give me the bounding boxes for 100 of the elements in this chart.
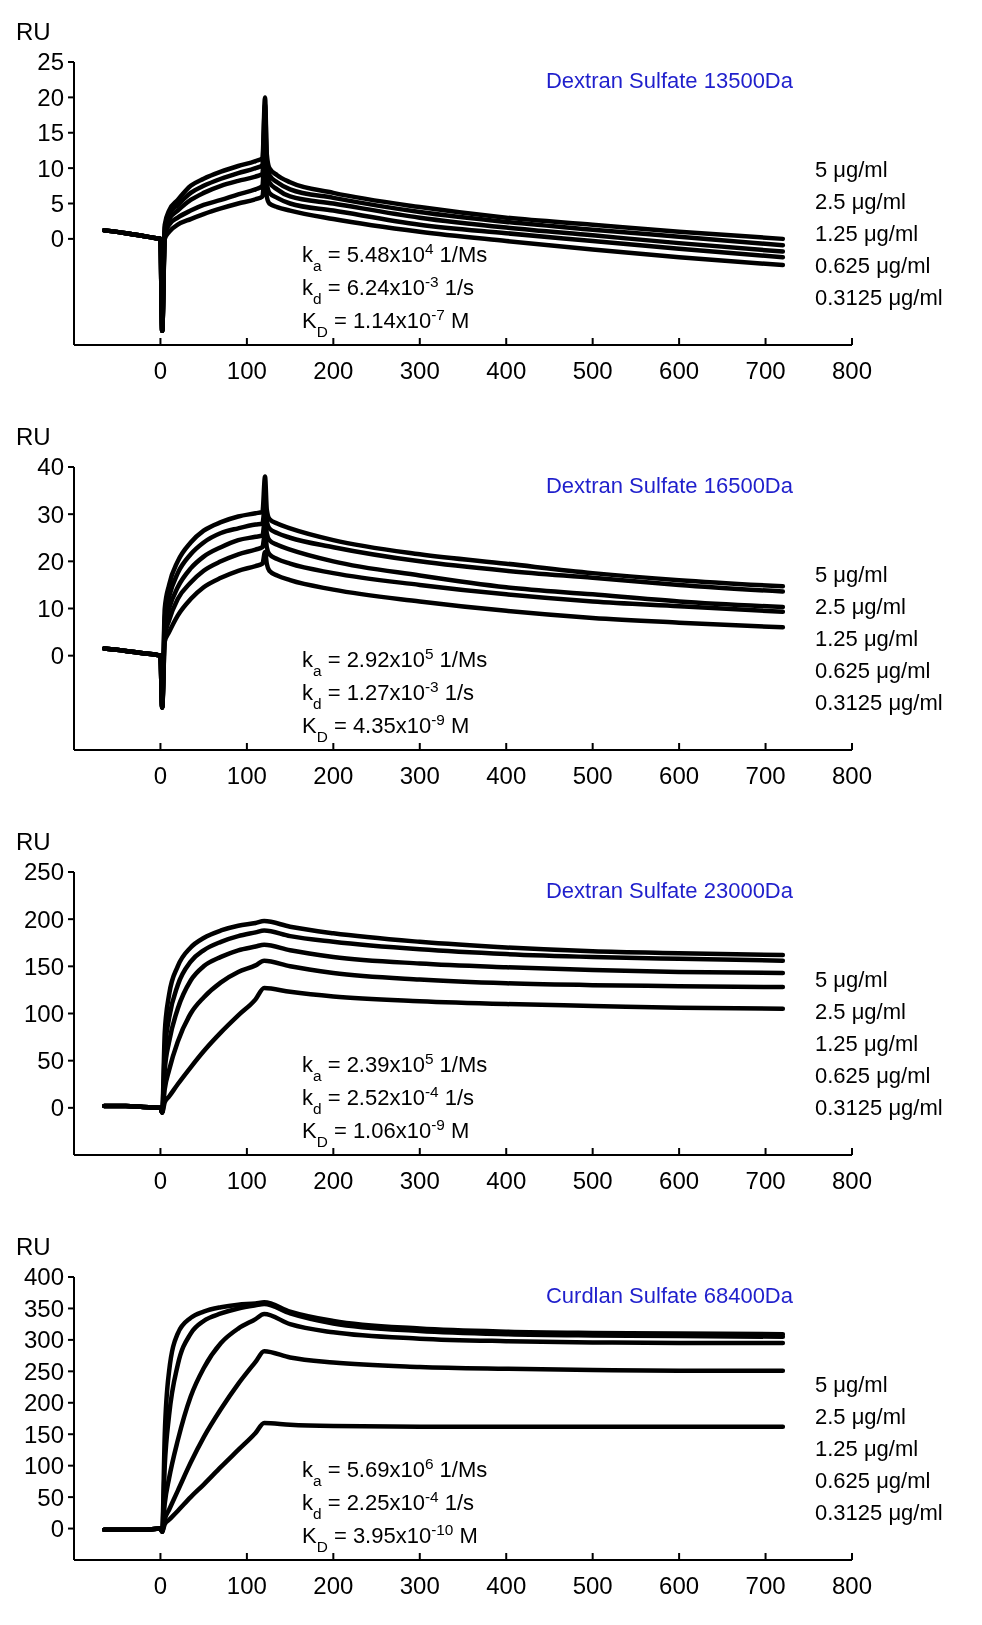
y-tick-label: 300 (23, 1326, 64, 1354)
y-tick-label: 0 (50, 642, 64, 670)
x-tick-label: 400 (486, 762, 527, 789)
text: 2.5 μg/ml (815, 189, 906, 214)
y-tick-label: 200 (23, 1389, 64, 1417)
y-tick-label: 350 (23, 1294, 64, 1322)
series-label: 0.3125 μg/ml (815, 285, 943, 310)
x-tick-label: 300 (399, 762, 440, 789)
y-tick-label: 5 (50, 189, 64, 217)
y-tick-label: 100 (23, 999, 64, 1027)
x-tick-label: 700 (745, 357, 786, 384)
x-tick-label: 300 (399, 1167, 440, 1194)
x-tick-label: 0 (153, 1167, 168, 1194)
annotation: k$_{a}$ = 2.39x10$^{5}$ 1/Ms (302, 1049, 488, 1084)
y-tick-label: 20 (37, 83, 64, 111)
x-tick-label: 600 (659, 357, 700, 384)
x-tick-label: 100 (226, 762, 267, 789)
annotation: K$_{D}$ = 1.06x10$^{-9}$ M (302, 1115, 470, 1150)
annotation: k$_{a}$ = 2.92x10$^{5}$ 1/Ms (302, 644, 488, 679)
chart-title: Dextran Sulfate 16500Da (545, 473, 794, 498)
x-tick-label: 500 (572, 762, 613, 789)
y-tick-label: 15 (37, 119, 64, 147)
y-tick-label: 150 (23, 1420, 64, 1448)
x-tick-label: 800 (831, 1572, 873, 1599)
x-tick-label: 400 (486, 1167, 527, 1194)
x-tick-label: 600 (659, 1167, 700, 1194)
x-tick-label: 700 (745, 1572, 786, 1599)
x-tick-label: 400 (486, 1572, 527, 1599)
y-axis-title: RU (16, 18, 51, 45)
text: 0.625 μg/ml (815, 1063, 931, 1088)
y-tick-label: 0 (50, 225, 64, 253)
annotation: k$_{d}$ = 2.52x10$^{-4}$ 1/s (302, 1082, 475, 1117)
text: 1.25 μg/ml (815, 1031, 919, 1056)
x-tick-label: 0 (153, 762, 168, 789)
text: 0.3125 μg/ml (815, 690, 943, 715)
x-tick-label: 200 (313, 1572, 354, 1599)
series-label: 1.25 μg/ml (815, 221, 919, 246)
annotation: k$_{d}$ = 6.24x10$^{-3}$ 1/s (302, 272, 475, 307)
x-tick-label: 500 (572, 1167, 613, 1194)
x-tick-label: 100 (226, 357, 267, 384)
x-tick-label: 800 (831, 357, 873, 384)
x-tick-label: 200 (313, 1167, 354, 1194)
x-tick-label: 700 (745, 762, 786, 789)
y-tick-label: 0 (50, 1514, 64, 1542)
text: 2.5 μg/ml (815, 999, 906, 1024)
text: 5 μg/ml (815, 1372, 888, 1397)
x-tick-label: 400 (486, 357, 527, 384)
y-tick-label: 40 (37, 453, 64, 481)
y-tick-label: 50 (37, 1483, 64, 1511)
text: 5 μg/ml (815, 157, 888, 182)
annotation: k$_{a}$ = 5.48x10$^{4}$ 1/Ms (302, 239, 488, 274)
annotation: k$_{a}$ = 5.69x10$^{6}$ 1/Ms (302, 1454, 488, 1489)
y-tick-label: 0 (50, 1094, 64, 1122)
annotation: k$_{d}$ = 2.25x10$^{-4}$ 1/s (302, 1487, 475, 1522)
chart-title: Curdlan Sulfate 68400Da (545, 1283, 794, 1308)
y-tick-label: 250 (23, 1357, 64, 1385)
series-label: 5 μg/ml (815, 562, 888, 587)
y-tick-label: 30 (37, 500, 64, 528)
y-tick-label: 50 (37, 1047, 64, 1075)
annotation: K$_{D}$ = 1.14x10$^{-7}$ M (302, 305, 470, 340)
annotation: K$_{D}$ = 3.95x10$^{-10}$ M (302, 1520, 478, 1555)
x-tick-label: 100 (226, 1572, 267, 1599)
text: 2.5 μg/ml (815, 1404, 906, 1429)
x-tick-label: 800 (831, 1167, 873, 1194)
y-axis-title: RU (16, 828, 51, 855)
series-label: 1.25 μg/ml (815, 626, 919, 651)
chart-title: Dextran Sulfate 23000Da (545, 878, 794, 903)
y-tick-label: 400 (23, 1263, 64, 1291)
y-tick-label: 150 (23, 952, 64, 980)
text: 0.3125 μg/ml (815, 1500, 943, 1525)
annotation: K$_{D}$ = 4.35x10$^{-9}$ M (302, 710, 470, 745)
text: 0.625 μg/ml (815, 1468, 931, 1493)
x-tick-label: 600 (659, 762, 700, 789)
x-tick-label: 500 (572, 357, 613, 384)
x-tick-label: 100 (226, 1167, 267, 1194)
y-tick-label: 250 (23, 858, 64, 886)
y-tick-label: 100 (23, 1452, 64, 1480)
chart-title: Dextran Sulfate 13500Da (545, 68, 794, 93)
series-label: 0.625 μg/ml (815, 253, 931, 278)
y-tick-label: 25 (37, 48, 64, 76)
x-tick-label: 200 (313, 357, 354, 384)
x-tick-label: 800 (831, 762, 873, 789)
text: 0.625 μg/ml (815, 658, 931, 683)
y-tick-label: 10 (37, 594, 64, 622)
text: 1.25 μg/ml (815, 1436, 919, 1461)
y-tick-label: 20 (37, 547, 64, 575)
x-tick-label: 0 (153, 357, 168, 384)
x-tick-label: 600 (659, 1572, 700, 1599)
x-tick-label: 300 (399, 357, 440, 384)
x-tick-label: 200 (313, 762, 354, 789)
text: 0.3125 μg/ml (815, 1095, 943, 1120)
x-tick-label: 700 (745, 1167, 786, 1194)
x-tick-label: 0 (153, 1572, 168, 1599)
y-axis-title: RU (16, 1233, 51, 1260)
y-tick-label: 10 (37, 154, 64, 182)
x-tick-label: 500 (572, 1572, 613, 1599)
annotation: k$_{d}$ = 1.27x10$^{-3}$ 1/s (302, 677, 475, 712)
series-label: 2.5 μg/ml (815, 594, 906, 619)
x-tick-label: 300 (399, 1572, 440, 1599)
series-label: 5 μg/ml (815, 967, 888, 992)
